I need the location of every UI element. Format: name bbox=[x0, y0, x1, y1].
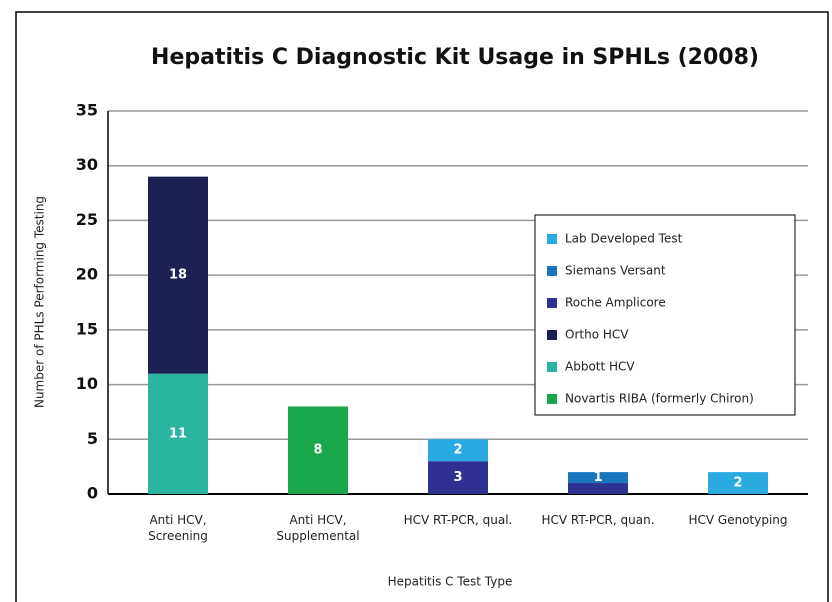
data-label: 3 bbox=[453, 470, 462, 485]
legend-label: Lab Developed Test bbox=[565, 232, 683, 246]
data-label: 2 bbox=[733, 476, 742, 491]
legend-label: Siemans Versant bbox=[565, 264, 666, 278]
y-tick-label: 25 bbox=[76, 210, 98, 229]
bar-segment bbox=[568, 472, 628, 484]
x-tick-label: Anti HCV, Supplemental bbox=[276, 513, 360, 543]
x-tick-label: Anti HCV, Screening bbox=[148, 513, 208, 543]
frame bbox=[15, 11, 829, 602]
data-label: 11 bbox=[169, 426, 187, 441]
y-tick-label: 35 bbox=[76, 101, 98, 120]
y-tick-label: 5 bbox=[87, 429, 98, 448]
x-axis-label: Hepatitis C Test Type bbox=[388, 575, 513, 589]
y-tick-label: 30 bbox=[76, 155, 98, 174]
legend-swatch bbox=[547, 298, 557, 308]
data-label: 2 bbox=[453, 443, 462, 458]
legend-swatch bbox=[547, 266, 557, 276]
data-label: 18 bbox=[169, 268, 187, 283]
legend-label: Ortho HCV bbox=[565, 328, 629, 342]
legend-label: Novartis RIBA (formerly Chiron) bbox=[565, 392, 754, 406]
x-tick-label: HCV Genotyping bbox=[688, 513, 788, 527]
legend-box bbox=[534, 214, 796, 416]
legend-swatch bbox=[547, 234, 557, 244]
bar-segment bbox=[428, 439, 488, 462]
y-tick-label: 10 bbox=[76, 374, 98, 393]
bar-segment bbox=[428, 461, 488, 494]
legend-label: Roche Amplicore bbox=[565, 296, 666, 310]
y-tick-label: 15 bbox=[76, 319, 98, 338]
bar-segment bbox=[568, 483, 628, 494]
x-tick-label: HCV RT-PCR, qual. bbox=[403, 513, 513, 527]
y-axis-label: Number of PHLs Performing Testing bbox=[33, 196, 47, 408]
legend-swatch bbox=[547, 362, 557, 372]
chart-title: Hepatitis C Diagnostic Kit Usage in SPHL… bbox=[151, 45, 759, 70]
bar-segment bbox=[288, 406, 348, 494]
legend-label: Abbott HCV bbox=[565, 360, 635, 374]
legend-swatch bbox=[547, 330, 557, 340]
bar-segment bbox=[148, 373, 208, 494]
data-label: 8 bbox=[313, 443, 322, 458]
data-label: 1 bbox=[593, 470, 602, 485]
legend-swatch bbox=[547, 394, 557, 404]
x-tick-label: HCV RT-PCR, quan. bbox=[541, 513, 655, 527]
y-tick-label: 20 bbox=[76, 265, 98, 284]
bar-segment bbox=[148, 176, 208, 374]
bar-segment bbox=[708, 472, 768, 494]
y-tick-label: 0 bbox=[87, 484, 98, 503]
